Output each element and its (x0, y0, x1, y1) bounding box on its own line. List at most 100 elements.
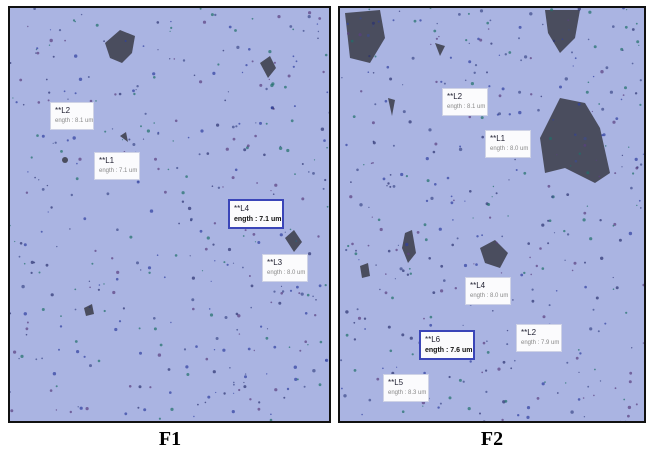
dot (235, 125, 237, 127)
dot (537, 109, 540, 112)
dot (249, 275, 251, 277)
dot (620, 421, 621, 422)
dot (596, 160, 597, 161)
dot (38, 101, 41, 104)
micrograph-panel: **L2ength : 8.1 um**L1ength : 7.1 um**L4… (8, 6, 331, 423)
dot (37, 52, 40, 55)
dot (94, 250, 96, 252)
dot (369, 399, 372, 402)
label-name: **L2 (447, 91, 483, 102)
dot (566, 362, 568, 364)
dot (374, 103, 376, 105)
dot (583, 397, 585, 399)
dot (541, 224, 544, 227)
dot (211, 13, 214, 16)
dot (557, 392, 559, 394)
dot (84, 356, 86, 358)
dot (194, 75, 196, 77)
dot (114, 93, 116, 95)
dot (598, 330, 600, 332)
dot (340, 359, 342, 361)
dot (217, 63, 219, 65)
dot (119, 93, 122, 96)
dot (536, 265, 538, 267)
particle (345, 10, 385, 63)
dot (502, 87, 505, 90)
dot (183, 59, 185, 61)
dot (216, 124, 219, 127)
dot (140, 269, 141, 270)
dot (270, 414, 272, 416)
dot (505, 400, 508, 403)
dot (389, 186, 391, 188)
label-length: ength : 8.0 um (267, 268, 303, 279)
dot (184, 348, 186, 350)
dot (409, 120, 412, 123)
dot (619, 239, 622, 242)
dot (27, 26, 28, 27)
dot (481, 116, 484, 119)
dot (613, 288, 615, 290)
dot (598, 103, 600, 105)
dot (430, 8, 432, 9)
dot (139, 352, 142, 355)
dot (226, 148, 229, 151)
dot (523, 172, 526, 175)
dot (356, 169, 359, 172)
dot (443, 279, 446, 282)
dot (627, 415, 630, 418)
dot (444, 83, 446, 85)
dot (492, 196, 493, 197)
dot (34, 177, 36, 179)
dot (143, 45, 145, 47)
dot (347, 23, 349, 25)
dot (640, 79, 642, 81)
dot (451, 244, 454, 247)
dot (24, 312, 27, 315)
label-length: ength : 8.1 um (55, 116, 89, 127)
dot (202, 270, 203, 271)
dot (479, 413, 481, 415)
dot (625, 312, 627, 314)
dot (304, 340, 307, 343)
dot (496, 192, 498, 194)
dot (358, 259, 359, 260)
dot (212, 72, 215, 75)
dot (589, 237, 592, 240)
dot (503, 361, 506, 364)
dot (53, 143, 54, 144)
dot (157, 254, 159, 256)
particle (105, 30, 135, 63)
dot (229, 26, 232, 29)
dot (636, 403, 638, 405)
dot (606, 66, 609, 69)
particle (480, 240, 508, 268)
dot (402, 410, 405, 413)
dot (470, 360, 472, 362)
dot (510, 367, 512, 369)
dot (41, 358, 43, 360)
dot (372, 22, 375, 25)
dot (233, 138, 236, 141)
dot (542, 24, 543, 25)
label-name: **L6 (425, 334, 469, 345)
dot (605, 145, 607, 147)
dot (385, 100, 388, 103)
dot (307, 344, 308, 345)
dot (324, 179, 326, 181)
dot (46, 264, 49, 267)
dot (236, 46, 239, 49)
dot (318, 31, 319, 32)
micrograph (340, 8, 646, 423)
dot (112, 128, 113, 129)
dot (42, 135, 45, 138)
dot (145, 113, 147, 115)
dot (386, 185, 387, 186)
dot (56, 385, 58, 387)
dot (273, 193, 275, 195)
dot (626, 9, 627, 10)
dot (410, 273, 412, 275)
dot (182, 201, 184, 203)
particle (540, 98, 610, 183)
dot (124, 412, 127, 415)
